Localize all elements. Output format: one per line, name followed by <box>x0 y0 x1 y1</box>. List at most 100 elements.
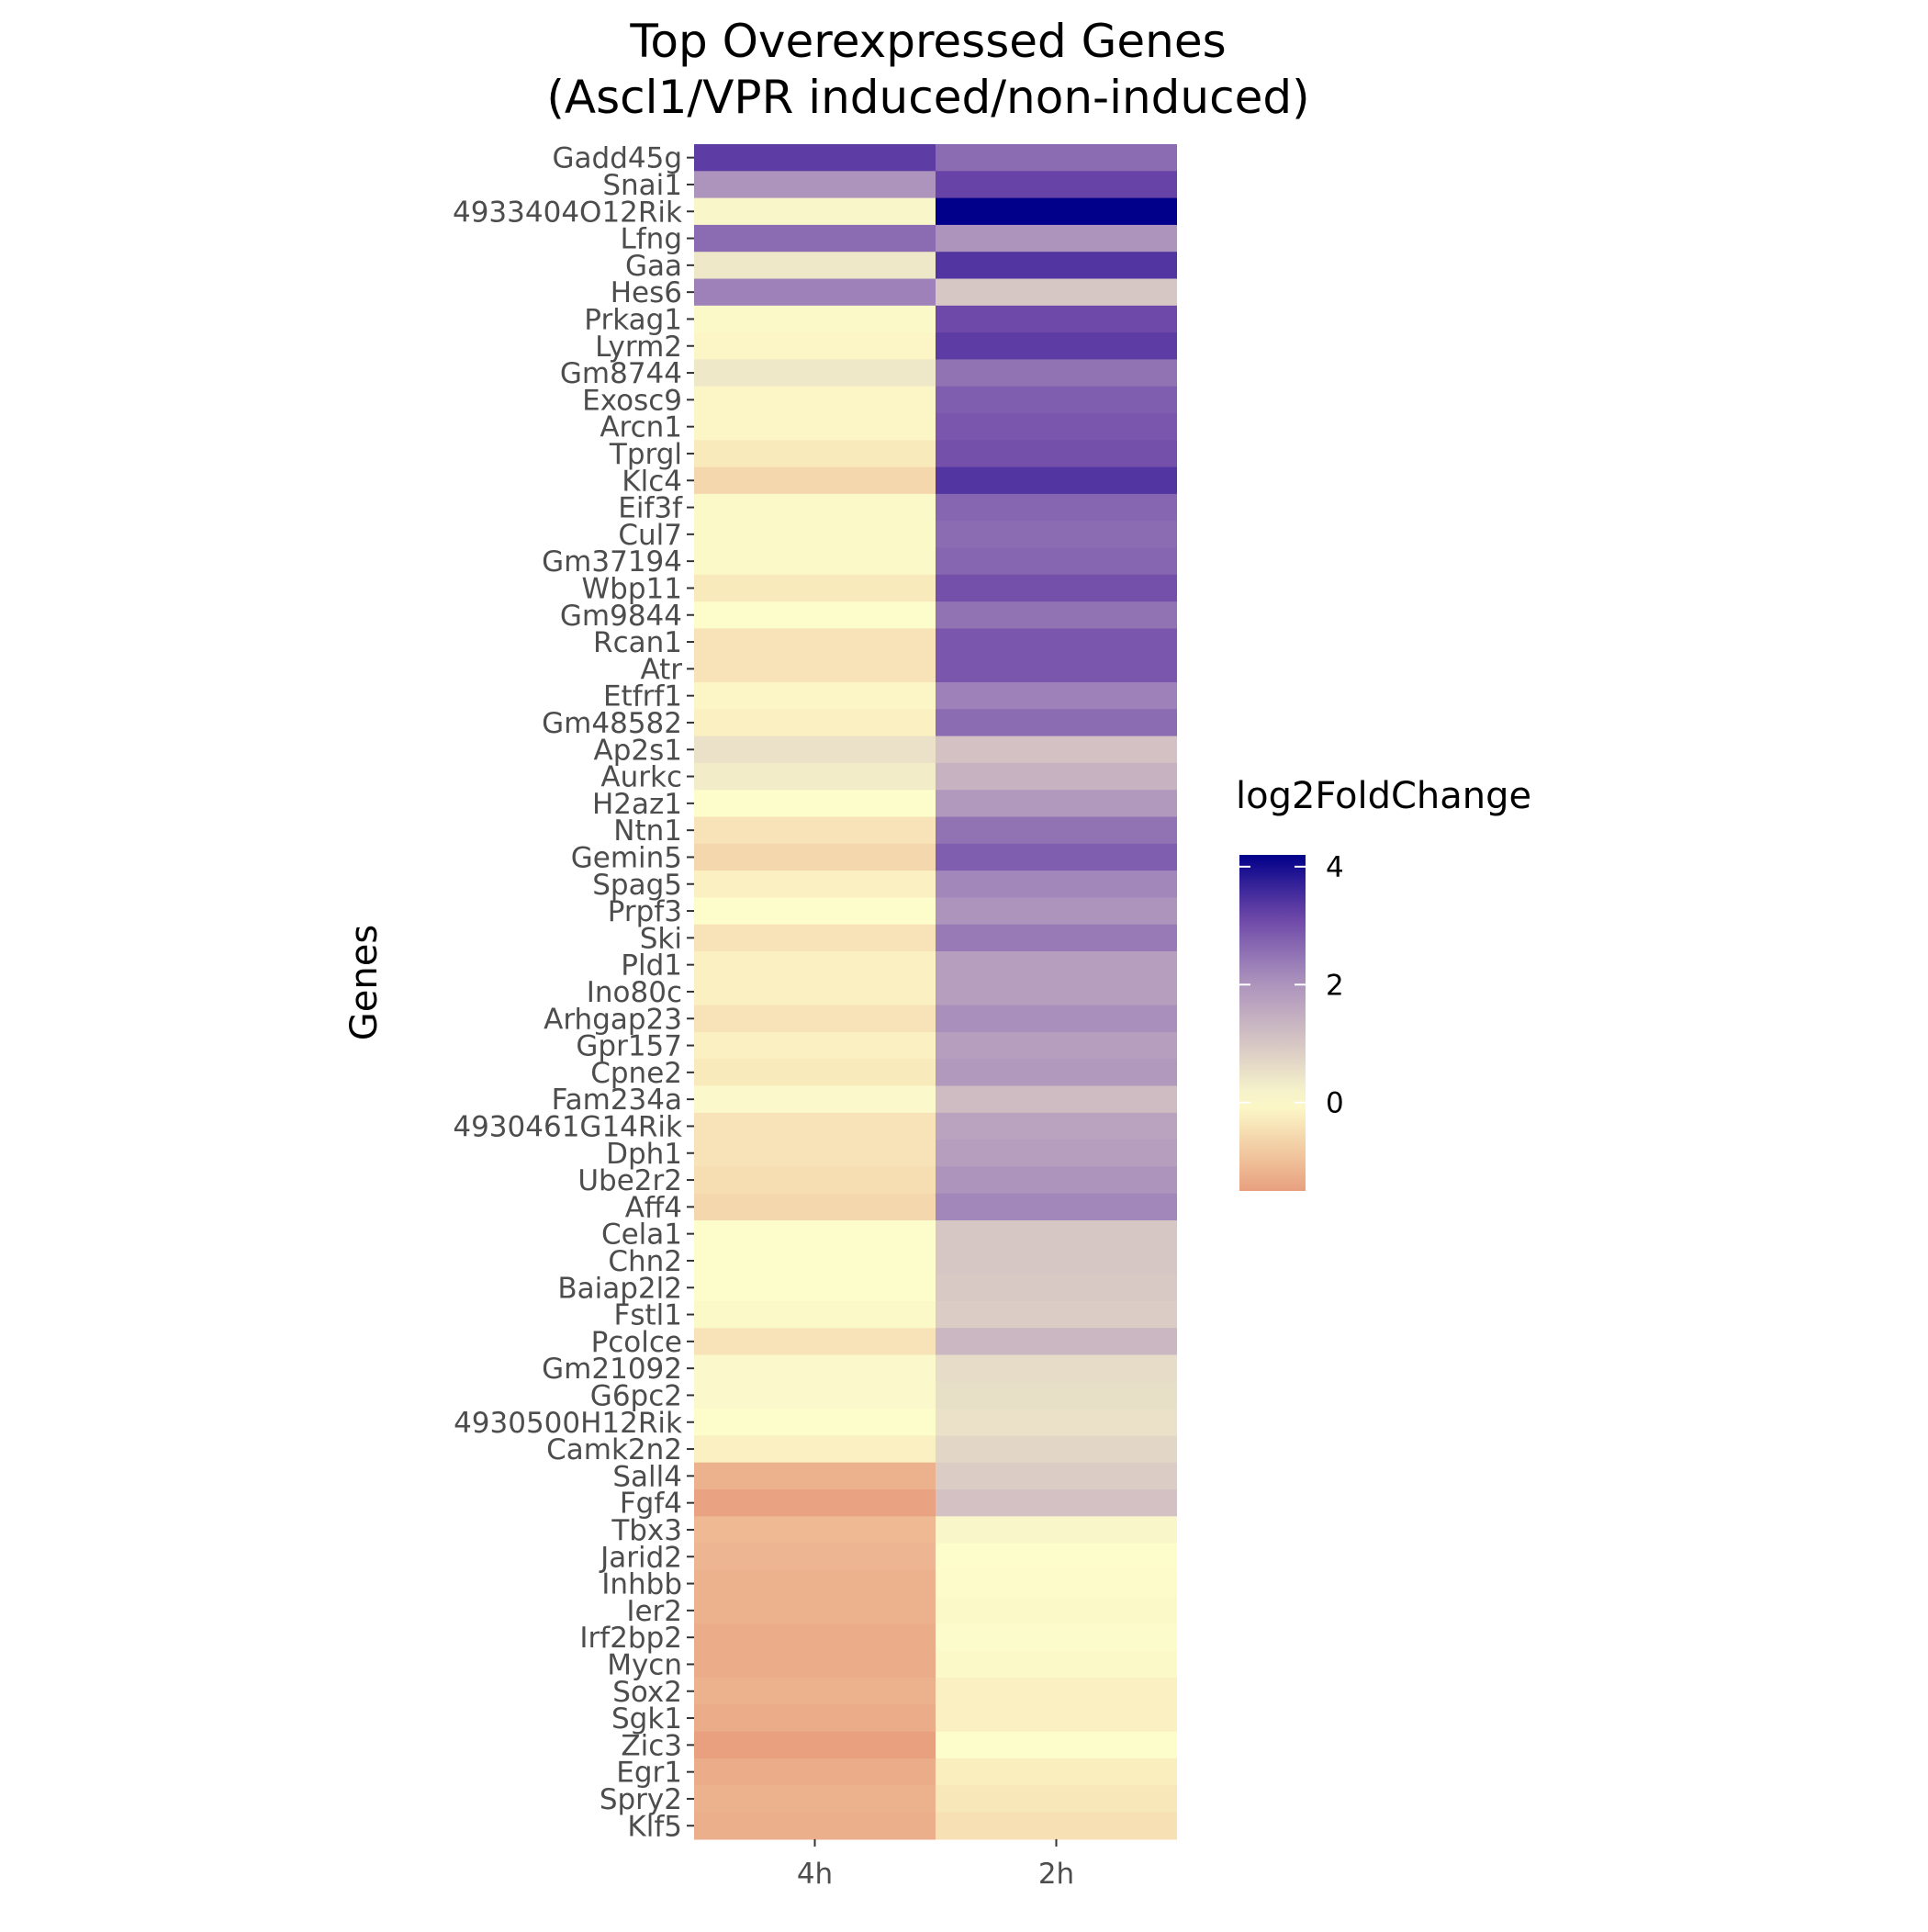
heatmap-cell <box>694 709 936 737</box>
heatmap-cell <box>936 1516 1177 1544</box>
heatmap-cell <box>936 1354 1177 1383</box>
legend-tick-label: 4 <box>1326 851 1344 884</box>
y-tick-label: Etfrf1 <box>603 680 682 713</box>
y-tick-label: Ntn1 <box>613 814 682 848</box>
heatmap-cell <box>936 682 1177 710</box>
heatmap-cells <box>694 144 1177 1840</box>
y-tick-label: Gm21092 <box>542 1353 682 1386</box>
heatmap-cell <box>694 1516 936 1544</box>
y-tick-label: Gm37194 <box>542 545 682 578</box>
heatmap-cell <box>694 628 936 657</box>
y-tick-label: Lyrm2 <box>595 331 682 364</box>
y-tick-label: Mycn <box>607 1648 682 1681</box>
heatmap-cell <box>694 1409 936 1436</box>
heatmap-cell <box>694 1274 936 1302</box>
y-tick-label: Arcn1 <box>600 411 682 444</box>
heatmap-cell <box>694 924 936 952</box>
heatmap-cell <box>936 1112 1177 1140</box>
heatmap-cell <box>936 359 1177 388</box>
heatmap-cell <box>694 1785 936 1814</box>
heatmap-cell <box>936 1031 1177 1060</box>
y-tick-label: Lfng <box>620 223 682 256</box>
heatmap-cell <box>936 197 1177 226</box>
heatmap-cell <box>694 951 936 979</box>
heatmap-cell <box>936 1140 1177 1167</box>
y-tick-label: Arhgap23 <box>544 1003 682 1036</box>
y-tick-label: Gaa <box>625 250 682 283</box>
y-axis-title: Genes <box>343 925 386 1040</box>
heatmap-cell <box>936 1193 1177 1221</box>
y-tick-label: Gm48582 <box>542 707 682 740</box>
y-tick-label: Gm9844 <box>560 600 682 633</box>
heatmap-cell <box>694 1166 936 1195</box>
heatmap-cell <box>694 278 936 307</box>
y-tick-label: Ube2r2 <box>577 1164 682 1197</box>
y-tick-label: Snai1 <box>602 169 682 202</box>
heatmap-cell <box>694 978 936 1006</box>
legend-ticks: 0 2 4 <box>1239 851 1344 1120</box>
heatmap-cell <box>694 521 936 549</box>
heatmap-cell <box>694 1623 936 1652</box>
heatmap-cell <box>694 1543 936 1571</box>
heatmap-cell <box>694 1812 936 1840</box>
heatmap-cell <box>694 1678 936 1705</box>
heatmap-cell <box>694 386 936 414</box>
y-tick-label: Exosc9 <box>582 384 682 417</box>
heatmap-cell <box>694 1140 936 1167</box>
y-tick-label: Prkag1 <box>584 303 682 336</box>
y-tick-label: Ap2s1 <box>594 734 682 767</box>
heatmap-cell <box>936 978 1177 1006</box>
y-tick-label: Pld1 <box>621 949 682 983</box>
y-tick-label: Hes6 <box>611 276 682 309</box>
heatmap-cell <box>694 252 936 280</box>
heatmap-cell <box>694 1112 936 1140</box>
heatmap-cell <box>936 1328 1177 1356</box>
heatmap-cell <box>936 1435 1177 1464</box>
y-tick-label: Ier2 <box>626 1595 682 1628</box>
heatmap-cell <box>936 1409 1177 1436</box>
heatmap-cell <box>936 224 1177 253</box>
heatmap-cell <box>694 1569 936 1598</box>
heatmap-cell <box>936 1005 1177 1033</box>
heatmap-cell <box>694 843 936 871</box>
heatmap-cell <box>936 440 1177 468</box>
y-tick-label: Ino80c <box>587 976 682 1009</box>
heatmap-cell <box>694 762 936 791</box>
heatmap-cell <box>694 1300 936 1329</box>
heatmap-cell <box>694 574 936 602</box>
y-tick-label: Chn2 <box>608 1245 682 1278</box>
heatmap-cell <box>694 1005 936 1033</box>
y-tick-label: Ski <box>640 922 682 955</box>
y-tick-label: Atr <box>640 653 682 686</box>
heatmap-cell <box>694 466 936 495</box>
heatmap-cell <box>694 1704 936 1733</box>
y-tick-label: Tbx3 <box>611 1514 682 1547</box>
y-tick-label: Eif3f <box>618 492 683 525</box>
y-tick-label: Gemin5 <box>571 841 682 874</box>
legend-colorbar <box>1239 855 1306 1191</box>
heatmap-cell <box>694 305 936 333</box>
heatmap-cell <box>694 1489 936 1517</box>
heatmap-cell <box>936 871 1177 898</box>
heatmap-cell <box>936 709 1177 737</box>
heatmap-cell <box>936 1650 1177 1679</box>
heatmap-cell <box>936 1274 1177 1302</box>
heatmap-cell <box>936 1247 1177 1275</box>
heatmap-cell <box>694 197 936 226</box>
y-tick-label: Wbp11 <box>582 572 682 605</box>
chart-subtitle: (Ascl1/VPR induced/non-induced) <box>546 71 1309 124</box>
heatmap-cell <box>694 601 936 629</box>
heatmap-cell <box>694 1247 936 1275</box>
heatmap-cell <box>936 1731 1177 1759</box>
y-axis-tick-labels: Gadd45gSnai14933404O12RikLfngGaaHes6Prka… <box>453 142 694 1843</box>
heatmap-cell <box>694 1462 936 1490</box>
heatmap-cell <box>936 1569 1177 1598</box>
heatmap-cell <box>694 493 936 522</box>
heatmap-cell <box>936 252 1177 280</box>
heatmap-cell <box>694 736 936 764</box>
heatmap-cell <box>936 655 1177 683</box>
heatmap-cell <box>936 332 1177 360</box>
heatmap-cell <box>694 224 936 253</box>
heatmap-cell <box>694 332 936 360</box>
heatmap-cell <box>936 386 1177 414</box>
